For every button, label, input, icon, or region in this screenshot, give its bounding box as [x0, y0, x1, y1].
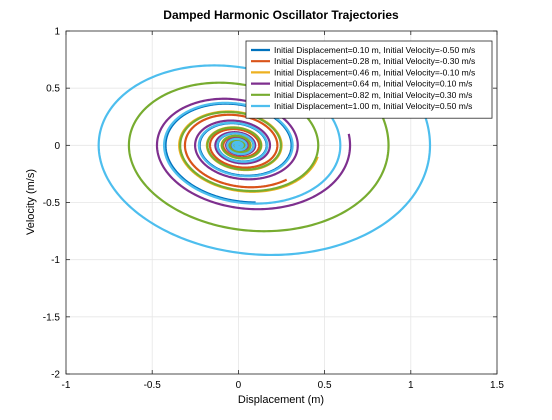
x-tick-label: 1	[408, 380, 414, 391]
y-tick-label: -0.5	[43, 198, 61, 209]
y-tick-label: -2	[51, 370, 60, 381]
x-tick-label: 0.5	[318, 380, 332, 391]
y-axis-label: Velocity (m/s)	[25, 169, 37, 235]
y-tick-label: -1.5	[43, 312, 61, 323]
legend-entry: Initial Displacement=0.82 m, Initial Vel…	[274, 90, 472, 100]
chart-title: Damped Harmonic Oscillator Trajectories	[163, 8, 399, 22]
trajectory-curves	[97, 64, 432, 257]
x-axis-label: Displacement (m)	[238, 394, 324, 406]
legend-entry: Initial Displacement=1.00 m, Initial Vel…	[274, 101, 472, 111]
y-tick-label: 0.5	[46, 84, 60, 95]
x-tick-label: -1	[62, 380, 71, 391]
x-tick-label: -0.5	[144, 380, 162, 391]
legend-entry: Initial Displacement=0.64 m, Initial Vel…	[274, 79, 472, 89]
y-tick-label: 1	[54, 27, 60, 38]
x-tick-label: 1.5	[490, 380, 504, 391]
axis-ticks: -1 -0.5 0 0.5 1 1.5 -2 -1.5 -1 -0.5 0 0.5 1	[43, 27, 505, 392]
trajectory-line	[97, 64, 432, 257]
y-tick-label: -1	[51, 255, 60, 266]
legend-entry: Initial Displacement=0.10 m, Initial Vel…	[274, 45, 475, 55]
legend-entry: Initial Displacement=0.46 m, Initial Vel…	[274, 67, 475, 77]
x-tick-label: 0	[236, 380, 242, 391]
legend-entry: Initial Displacement=0.28 m, Initial Vel…	[274, 56, 475, 66]
y-tick-label: 0	[54, 141, 60, 152]
legend: Initial Displacement=0.10 m, Initial Vel…	[245, 40, 493, 119]
legend-box	[245, 40, 493, 119]
